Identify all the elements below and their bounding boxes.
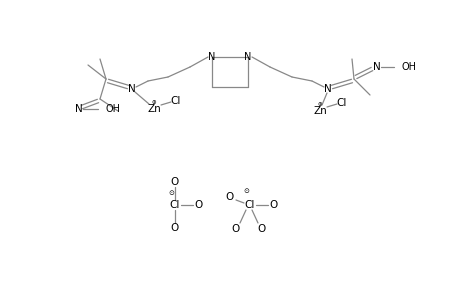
Text: N: N	[372, 62, 380, 72]
Text: Cl: Cl	[336, 98, 347, 108]
Text: Cl: Cl	[244, 200, 255, 210]
Text: ⊙: ⊙	[168, 190, 174, 196]
Text: Zn: Zn	[313, 106, 326, 116]
Text: N: N	[75, 104, 83, 114]
Text: O: O	[170, 223, 179, 233]
Text: Zn: Zn	[147, 104, 161, 114]
Text: O: O	[170, 177, 179, 187]
Text: OH: OH	[401, 62, 416, 72]
Text: OH: OH	[106, 104, 121, 114]
Text: N: N	[128, 84, 135, 94]
Text: O: O	[231, 224, 240, 234]
Text: N: N	[324, 84, 331, 94]
Text: Cl: Cl	[170, 96, 181, 106]
Text: O: O	[269, 200, 278, 210]
Text: ⊙: ⊙	[242, 188, 248, 194]
Text: N: N	[244, 52, 251, 62]
Text: ⊕: ⊕	[317, 103, 322, 107]
Text: Cl: Cl	[169, 200, 180, 210]
Text: O: O	[195, 200, 203, 210]
Text: O: O	[225, 192, 234, 202]
Text: N: N	[208, 52, 215, 62]
Text: O: O	[257, 224, 266, 234]
Text: ⊕: ⊕	[151, 100, 156, 106]
